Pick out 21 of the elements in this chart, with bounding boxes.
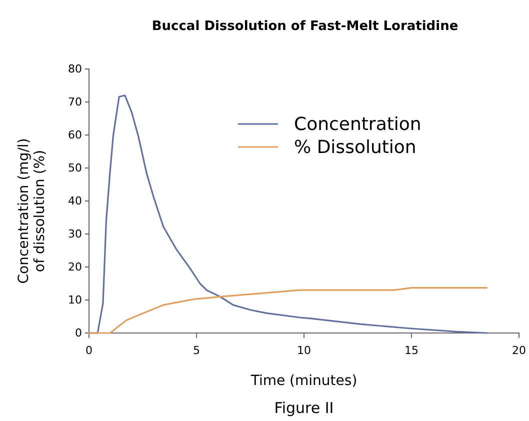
legend-label: Concentration: [294, 114, 422, 135]
text: Figure II: [274, 399, 334, 417]
y-tick-label: 50: [68, 162, 82, 175]
y-tick-label: 70: [68, 96, 82, 109]
chart-title: Buccal Dissolution of Fast-Melt Loratidine: [152, 19, 458, 34]
y-tick-label: 10: [68, 294, 82, 307]
y-tick-label: 20: [68, 260, 82, 274]
line-series: [88, 286, 488, 334]
y-tick-label: 80: [68, 62, 82, 76]
y-tick-label: 0: [75, 326, 82, 340]
y-tick-label: 60: [68, 128, 82, 142]
x-tick-label: 5: [193, 344, 200, 358]
x-tick-label: 10: [297, 344, 311, 358]
y-axis-title: Concentration (mg/l) of dissolution (%): [16, 138, 48, 284]
legend-label: % Dissolution: [294, 137, 416, 158]
x-tick-label: 15: [404, 344, 418, 358]
x-tick-label: 20: [512, 344, 526, 358]
y-tick-label: 30: [68, 228, 82, 241]
x-tick-label: 0: [86, 344, 92, 358]
x-axis-title: Time (minutes): [250, 373, 358, 389]
y-tick-label: 40: [68, 194, 82, 208]
